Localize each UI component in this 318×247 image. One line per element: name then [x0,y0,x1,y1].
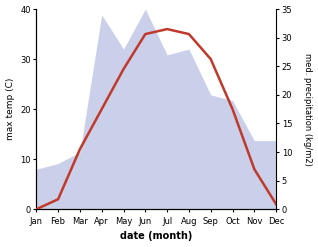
Y-axis label: med. precipitation (kg/m2): med. precipitation (kg/m2) [303,53,313,165]
X-axis label: date (month): date (month) [120,231,192,242]
Y-axis label: max temp (C): max temp (C) [5,78,15,140]
